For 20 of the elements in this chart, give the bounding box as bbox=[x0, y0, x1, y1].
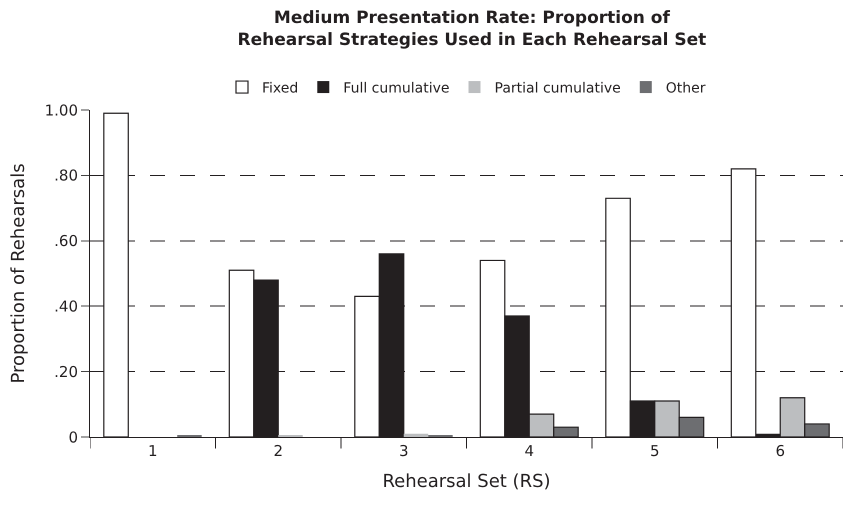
legend-label: Other bbox=[666, 80, 706, 97]
y-tick-label: .60 bbox=[54, 232, 78, 250]
x-tick-label: 5 bbox=[650, 442, 660, 460]
y-axis-title: Proportion of Rehearsals bbox=[8, 163, 29, 384]
y-tick-label: .80 bbox=[54, 166, 78, 185]
legend-label: Full cumulative bbox=[343, 80, 450, 97]
x-tick-label: 3 bbox=[398, 442, 409, 460]
bar bbox=[404, 434, 428, 437]
y-tick-label: 1.00 bbox=[44, 101, 78, 120]
x-tick-label: 6 bbox=[775, 442, 786, 460]
y-tick-label: .40 bbox=[54, 297, 78, 316]
y-tick-label: 0 bbox=[68, 428, 78, 446]
x-axis-title: Rehearsal Set (RS) bbox=[382, 471, 551, 492]
x-tick-label: 2 bbox=[273, 442, 284, 460]
chart-title: Medium Presentation Rate: Proportion of Rehearsal Strategies Used in Each Rehearsal Set bbox=[237, 8, 706, 50]
x-tick-label: 4 bbox=[524, 442, 534, 460]
legend-label: Partial cumulative bbox=[494, 80, 621, 97]
x-tick-label: 1 bbox=[148, 442, 158, 460]
legend-label: Fixed bbox=[262, 80, 298, 97]
y-tick-label: .20 bbox=[54, 362, 78, 381]
